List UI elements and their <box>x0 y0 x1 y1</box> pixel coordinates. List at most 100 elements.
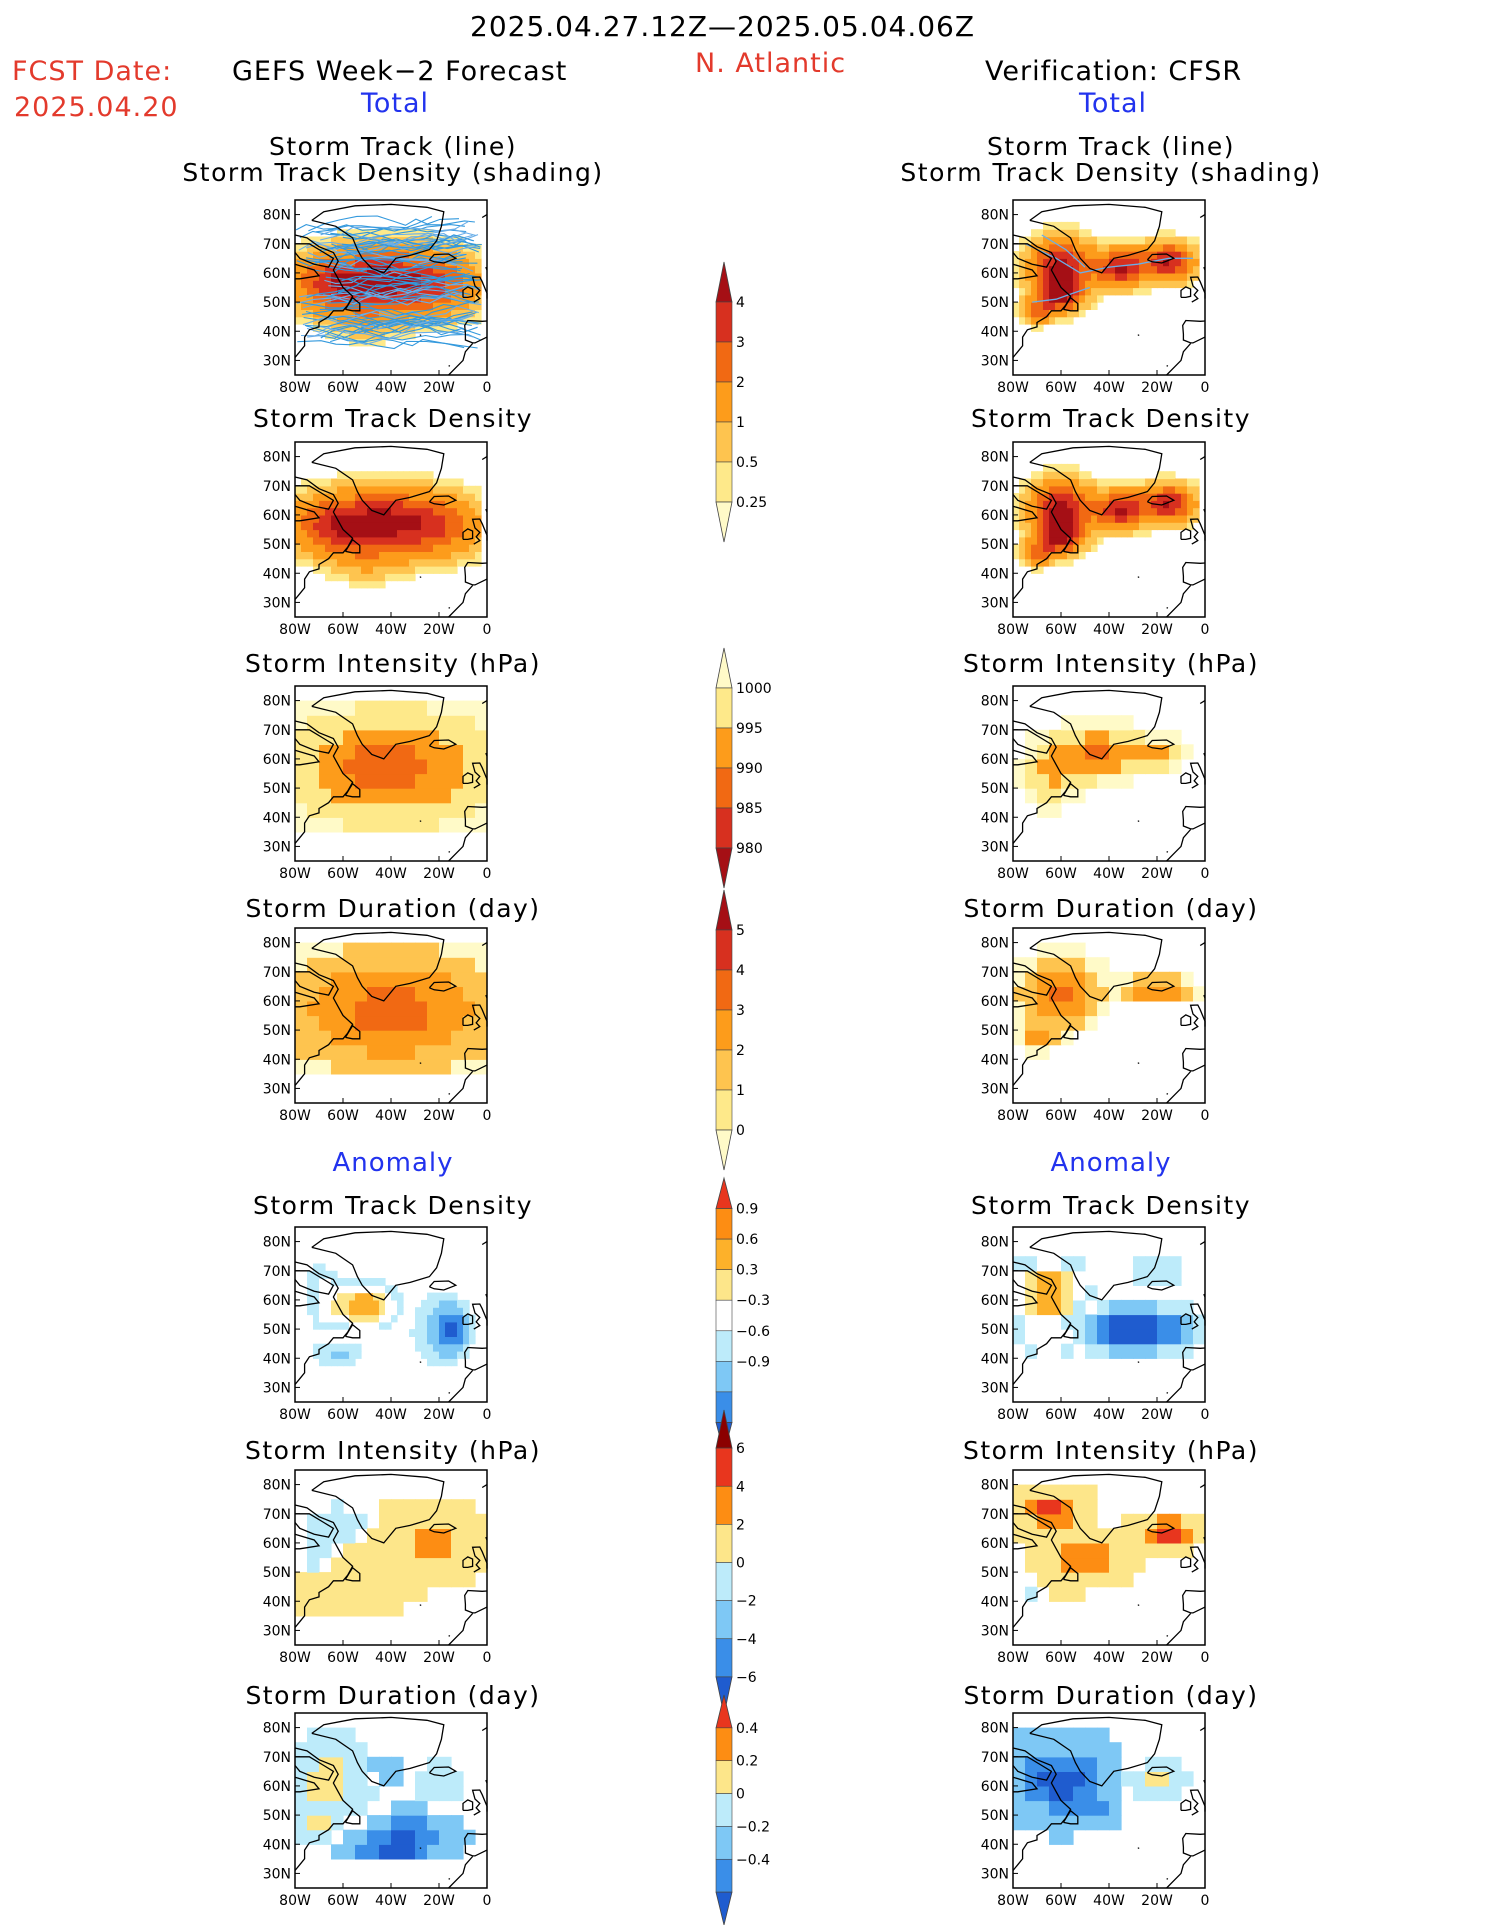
field-cell <box>427 773 440 789</box>
field-cell <box>451 1829 464 1845</box>
field-cell <box>1115 265 1122 274</box>
field-cell <box>1025 493 1032 501</box>
field-cell <box>343 1292 350 1301</box>
field-cell <box>1055 551 1062 560</box>
field-cell <box>1037 324 1044 332</box>
field-cell <box>1019 265 1026 274</box>
field-cell <box>1079 529 1086 538</box>
field-cell <box>457 1343 464 1352</box>
field-cell <box>1043 316 1050 325</box>
field-cell <box>391 507 398 516</box>
coastline-uk <box>1189 276 1206 303</box>
coastline-uk <box>471 1789 488 1816</box>
field-cell <box>1013 758 1026 775</box>
field-cell <box>1049 1829 1062 1845</box>
field-cell <box>1073 280 1080 289</box>
x-tick-label: 20W <box>423 1407 455 1423</box>
field-cell <box>1127 265 1134 274</box>
field-cell <box>1073 788 1086 804</box>
field-cell <box>403 566 410 574</box>
field-cell <box>439 551 446 560</box>
field-cell <box>385 544 392 552</box>
field-cell <box>445 485 452 494</box>
coastline-hudson <box>294 1533 321 1550</box>
field-cell <box>1085 957 1098 973</box>
field-cell <box>331 1299 338 1308</box>
field-cell <box>385 1299 392 1308</box>
field-cell <box>415 1329 422 1337</box>
field-cell <box>1109 729 1122 745</box>
field-cell <box>343 942 356 958</box>
field-cell <box>349 1358 356 1367</box>
field-cell <box>1157 265 1164 274</box>
field-cell <box>1025 536 1032 545</box>
field-cell <box>295 802 308 818</box>
x-tick-label: 80W <box>997 622 1029 638</box>
colorbar-tick-label: −0.3 <box>736 1293 770 1309</box>
field-cell <box>1013 1484 1026 1500</box>
field-cell <box>379 529 386 538</box>
field-cell <box>1151 514 1158 523</box>
x-tick-label: 80W <box>997 1108 1029 1124</box>
field-cell <box>331 1513 344 1529</box>
coastline-iceland <box>1146 739 1176 750</box>
coastline-svalbard <box>481 1727 488 1732</box>
field-cell <box>1145 500 1152 509</box>
field-cell <box>301 500 308 509</box>
field-cell <box>1049 1015 1062 1031</box>
field-cell <box>1115 507 1122 516</box>
field-cell <box>355 514 362 523</box>
field-cell <box>1085 265 1092 274</box>
field-cell <box>1187 243 1194 252</box>
colorbar-segment <box>715 807 733 849</box>
field-cell <box>391 1601 404 1617</box>
field-cell <box>1181 1513 1194 1529</box>
field-cell <box>403 1499 416 1515</box>
field-cell <box>1049 1000 1062 1017</box>
field-cell <box>1145 287 1152 296</box>
x-tick-label: 80W <box>279 1650 311 1666</box>
field-cell <box>1067 544 1074 552</box>
field-cell <box>361 1321 368 1330</box>
coastline-newfoundland <box>1062 1809 1079 1825</box>
field-cell <box>373 478 380 487</box>
vf-anom-duration-field <box>1013 1727 1194 1845</box>
field-cell <box>1181 744 1194 760</box>
colorbar-segment <box>715 421 733 463</box>
coastline-svalbard <box>1199 700 1206 705</box>
fc-anom-duration-field <box>295 1727 476 1860</box>
field-cell <box>379 1542 392 1559</box>
field-cell <box>1121 478 1128 487</box>
field-cell <box>295 287 302 296</box>
field-cell <box>457 500 464 509</box>
field-cell <box>355 258 362 267</box>
field-cell <box>379 507 386 516</box>
field-cell <box>1151 280 1158 289</box>
field-cell <box>1187 485 1194 494</box>
field-cell <box>1079 236 1086 245</box>
field-cell <box>1049 1314 1062 1330</box>
coastline-iceland <box>1146 1766 1176 1777</box>
coastline-namerica <box>1012 1747 1072 1871</box>
y-tick-label: 30N <box>263 839 291 855</box>
x-tick-label: 40W <box>1093 1650 1125 1666</box>
field-cell <box>421 287 428 296</box>
coastline-newfoundland <box>344 1024 361 1040</box>
field-cell <box>1157 1299 1170 1316</box>
x-tick-label: 40W <box>1093 866 1125 882</box>
field-cell <box>379 471 386 480</box>
field-cell <box>1151 265 1158 274</box>
field-cell <box>415 558 422 567</box>
field-cell <box>1121 258 1128 267</box>
field-cell <box>427 1756 440 1772</box>
field-cell <box>361 573 368 582</box>
field-cell <box>367 493 374 501</box>
field-cell <box>325 331 332 340</box>
field-cell <box>1175 522 1182 531</box>
field-cell <box>433 265 440 274</box>
field-cell <box>1121 1299 1134 1316</box>
field-cell <box>1127 236 1134 245</box>
field-cell <box>457 493 464 501</box>
field-cell <box>1061 1343 1074 1359</box>
